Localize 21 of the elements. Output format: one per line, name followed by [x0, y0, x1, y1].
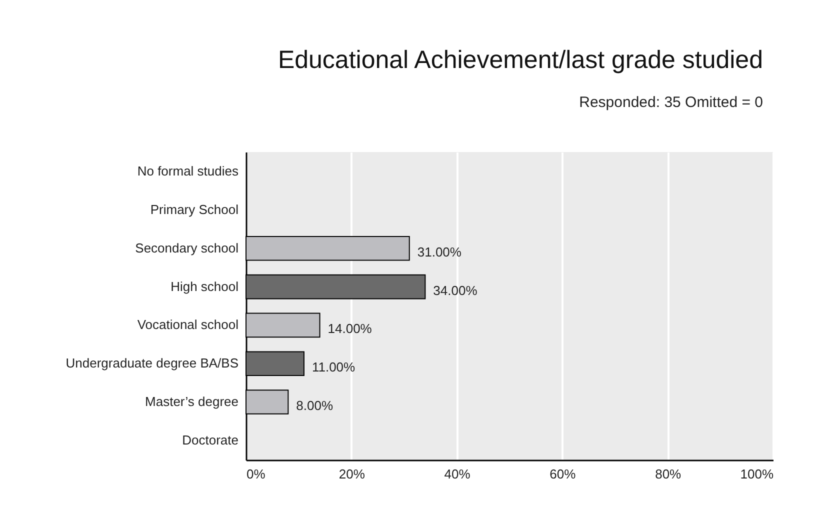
x-tick-label: 100% — [740, 466, 774, 482]
x-tick-label: 60% — [550, 466, 576, 482]
y-tick-label: Doctorate — [182, 432, 238, 448]
chart-subtitle: Responded: 35 Omitted = 0 — [579, 94, 763, 111]
x-tick-label: 40% — [444, 466, 471, 482]
y-tick-label: Secondary school — [135, 240, 239, 256]
chart-title: Educational Achievement/last grade studied — [278, 46, 763, 74]
y-tick-label: Primary School — [150, 202, 239, 217]
data-label: 34.00% — [433, 282, 478, 298]
data-label: 11.00% — [312, 360, 356, 375]
data-label: 8.00% — [296, 398, 334, 414]
data-label: 31.00% — [417, 244, 462, 260]
x-tick-label: 0% — [246, 466, 266, 482]
y-tick-label: Master’s degree — [145, 394, 238, 410]
x-tick-label: 80% — [655, 466, 682, 482]
y-tick-label: High school — [170, 278, 239, 294]
y-tick-label: Vocational school — [137, 317, 239, 332]
x-tick-label: 20% — [338, 466, 366, 482]
data-label: 14.00% — [328, 321, 372, 336]
y-tick-label: No formal studies — [137, 164, 239, 179]
y-tick-label: Undergraduate degree BA/BS — [66, 356, 239, 371]
